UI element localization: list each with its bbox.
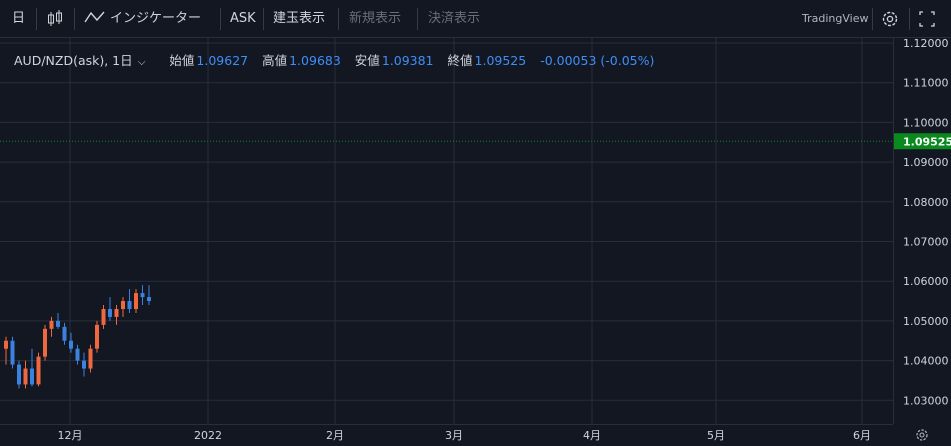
chart-toolbar: 日 インジケーター ASK 建玉表示 新規表示 決済表示 TradingView bbox=[0, 0, 951, 38]
candle-body bbox=[4, 340, 8, 349]
y-tick-label: 1.12000 bbox=[903, 37, 949, 50]
candle bbox=[62, 322, 67, 345]
candle bbox=[4, 336, 8, 365]
x-tick-label: 5月 bbox=[707, 429, 725, 442]
candle-body bbox=[95, 324, 99, 349]
candle-body bbox=[75, 348, 80, 361]
y-tick-label: 1.09000 bbox=[903, 156, 949, 169]
candle bbox=[17, 360, 21, 389]
chart-grid bbox=[0, 38, 893, 424]
x-tick-label: 6月 bbox=[853, 429, 871, 442]
candle-body bbox=[88, 348, 93, 369]
period-button[interactable]: 日 bbox=[12, 11, 26, 26]
close-label: 終値 bbox=[447, 53, 473, 68]
y-tick-label: 1.08000 bbox=[903, 196, 949, 209]
open-label: 始値 bbox=[169, 53, 195, 68]
candle-body bbox=[134, 293, 138, 309]
indicators-button[interactable]: インジケーター bbox=[84, 0, 201, 38]
y-tick-label: 1.11000 bbox=[903, 77, 949, 90]
candle-body bbox=[140, 293, 145, 298]
candle-body bbox=[43, 328, 47, 357]
candle bbox=[147, 285, 151, 306]
candle-body bbox=[108, 308, 112, 317]
fullscreen-icon[interactable] bbox=[917, 0, 937, 38]
candle bbox=[43, 324, 47, 361]
x-tick-label: 3月 bbox=[445, 429, 463, 442]
x-tick-label: 2月 bbox=[326, 429, 344, 442]
indicators-label: インジケーター bbox=[110, 11, 202, 26]
indicators-icon bbox=[84, 11, 105, 23]
y-tick-label: 1.10000 bbox=[903, 116, 949, 129]
candle-body bbox=[49, 320, 54, 329]
candle-body bbox=[17, 364, 21, 385]
new-order-display-button[interactable]: 新規表示 bbox=[349, 11, 402, 26]
candlestick-type-icon[interactable] bbox=[46, 0, 64, 38]
low-label: 安値 bbox=[354, 53, 380, 68]
symbol-label[interactable]: AUD/NZD(ask), 1日 bbox=[14, 53, 133, 68]
time-axis: 12月 2022 2月 3月 4月 5月 6月 bbox=[0, 424, 928, 442]
y-tick-label: 1.03000 bbox=[903, 394, 949, 407]
candle bbox=[30, 348, 34, 387]
candle-body bbox=[10, 340, 15, 365]
position-display-button[interactable]: 建玉表示 bbox=[273, 11, 326, 26]
candle bbox=[114, 305, 119, 325]
candle bbox=[36, 352, 41, 387]
symbol-dropdown-chevron-icon[interactable]: ⌵ bbox=[134, 57, 146, 68]
candle-body bbox=[121, 301, 125, 309]
low-value: 1.09381 bbox=[381, 53, 434, 68]
x-tick-label: 2022 bbox=[194, 429, 222, 442]
candle bbox=[49, 316, 54, 337]
candle bbox=[10, 336, 15, 369]
candle-body bbox=[23, 368, 28, 385]
high-label: 高値 bbox=[262, 53, 288, 68]
x-tick-label: 12月 bbox=[58, 429, 83, 442]
candle bbox=[69, 332, 73, 353]
candle-body bbox=[56, 320, 60, 327]
candle bbox=[121, 297, 125, 317]
x-tick-label: 4月 bbox=[583, 429, 601, 442]
candle-body bbox=[101, 308, 106, 325]
candle-body bbox=[69, 340, 73, 349]
open-value: 1.09627 bbox=[196, 53, 249, 68]
price-axis-background bbox=[893, 38, 951, 446]
candle bbox=[134, 289, 138, 313]
settings-gear-icon[interactable] bbox=[880, 0, 900, 38]
candle-body bbox=[62, 326, 67, 341]
candle-body bbox=[36, 356, 41, 385]
candle-body bbox=[114, 308, 119, 317]
change-value: -0.00053 (-0.05%) bbox=[540, 53, 655, 68]
y-tick-label: 1.05000 bbox=[903, 315, 949, 328]
high-value: 1.09683 bbox=[289, 53, 341, 68]
candle bbox=[108, 297, 112, 321]
y-tick-label: 1.04000 bbox=[903, 355, 949, 368]
candle-body bbox=[30, 368, 34, 385]
candle bbox=[140, 285, 145, 306]
candlestick-series bbox=[4, 285, 151, 389]
y-tick-label: 1.07000 bbox=[903, 236, 949, 249]
candle bbox=[127, 289, 132, 313]
last-price-badge bbox=[894, 133, 951, 150]
ask-button[interactable]: ASK bbox=[230, 11, 256, 26]
candle-body bbox=[147, 297, 151, 302]
candle bbox=[95, 320, 99, 353]
candle bbox=[75, 344, 80, 365]
tradingview-brand: TradingView bbox=[802, 12, 869, 25]
settle-display-button[interactable]: 決済表示 bbox=[428, 11, 481, 26]
axis-settings-gear-icon[interactable] bbox=[916, 429, 928, 441]
price-axis: 1.12000 1.11000 1.10000 1.09000 1.08000 1.070… bbox=[893, 37, 951, 446]
y-tick-label: 1.06000 bbox=[903, 275, 949, 288]
close-value: 1.09525 bbox=[474, 53, 527, 68]
candle bbox=[88, 344, 93, 373]
candle bbox=[56, 312, 60, 329]
candle bbox=[23, 360, 28, 389]
last-price-label: 1.09525 bbox=[903, 135, 951, 148]
candle-body bbox=[82, 360, 86, 369]
ohlc-legend: AUD/NZD(ask), 1日 ⌵ 始値 1.09627 高値 1.09683 安… bbox=[14, 50, 656, 69]
candle bbox=[82, 352, 86, 377]
candle bbox=[101, 305, 106, 329]
candle-body bbox=[127, 301, 132, 309]
